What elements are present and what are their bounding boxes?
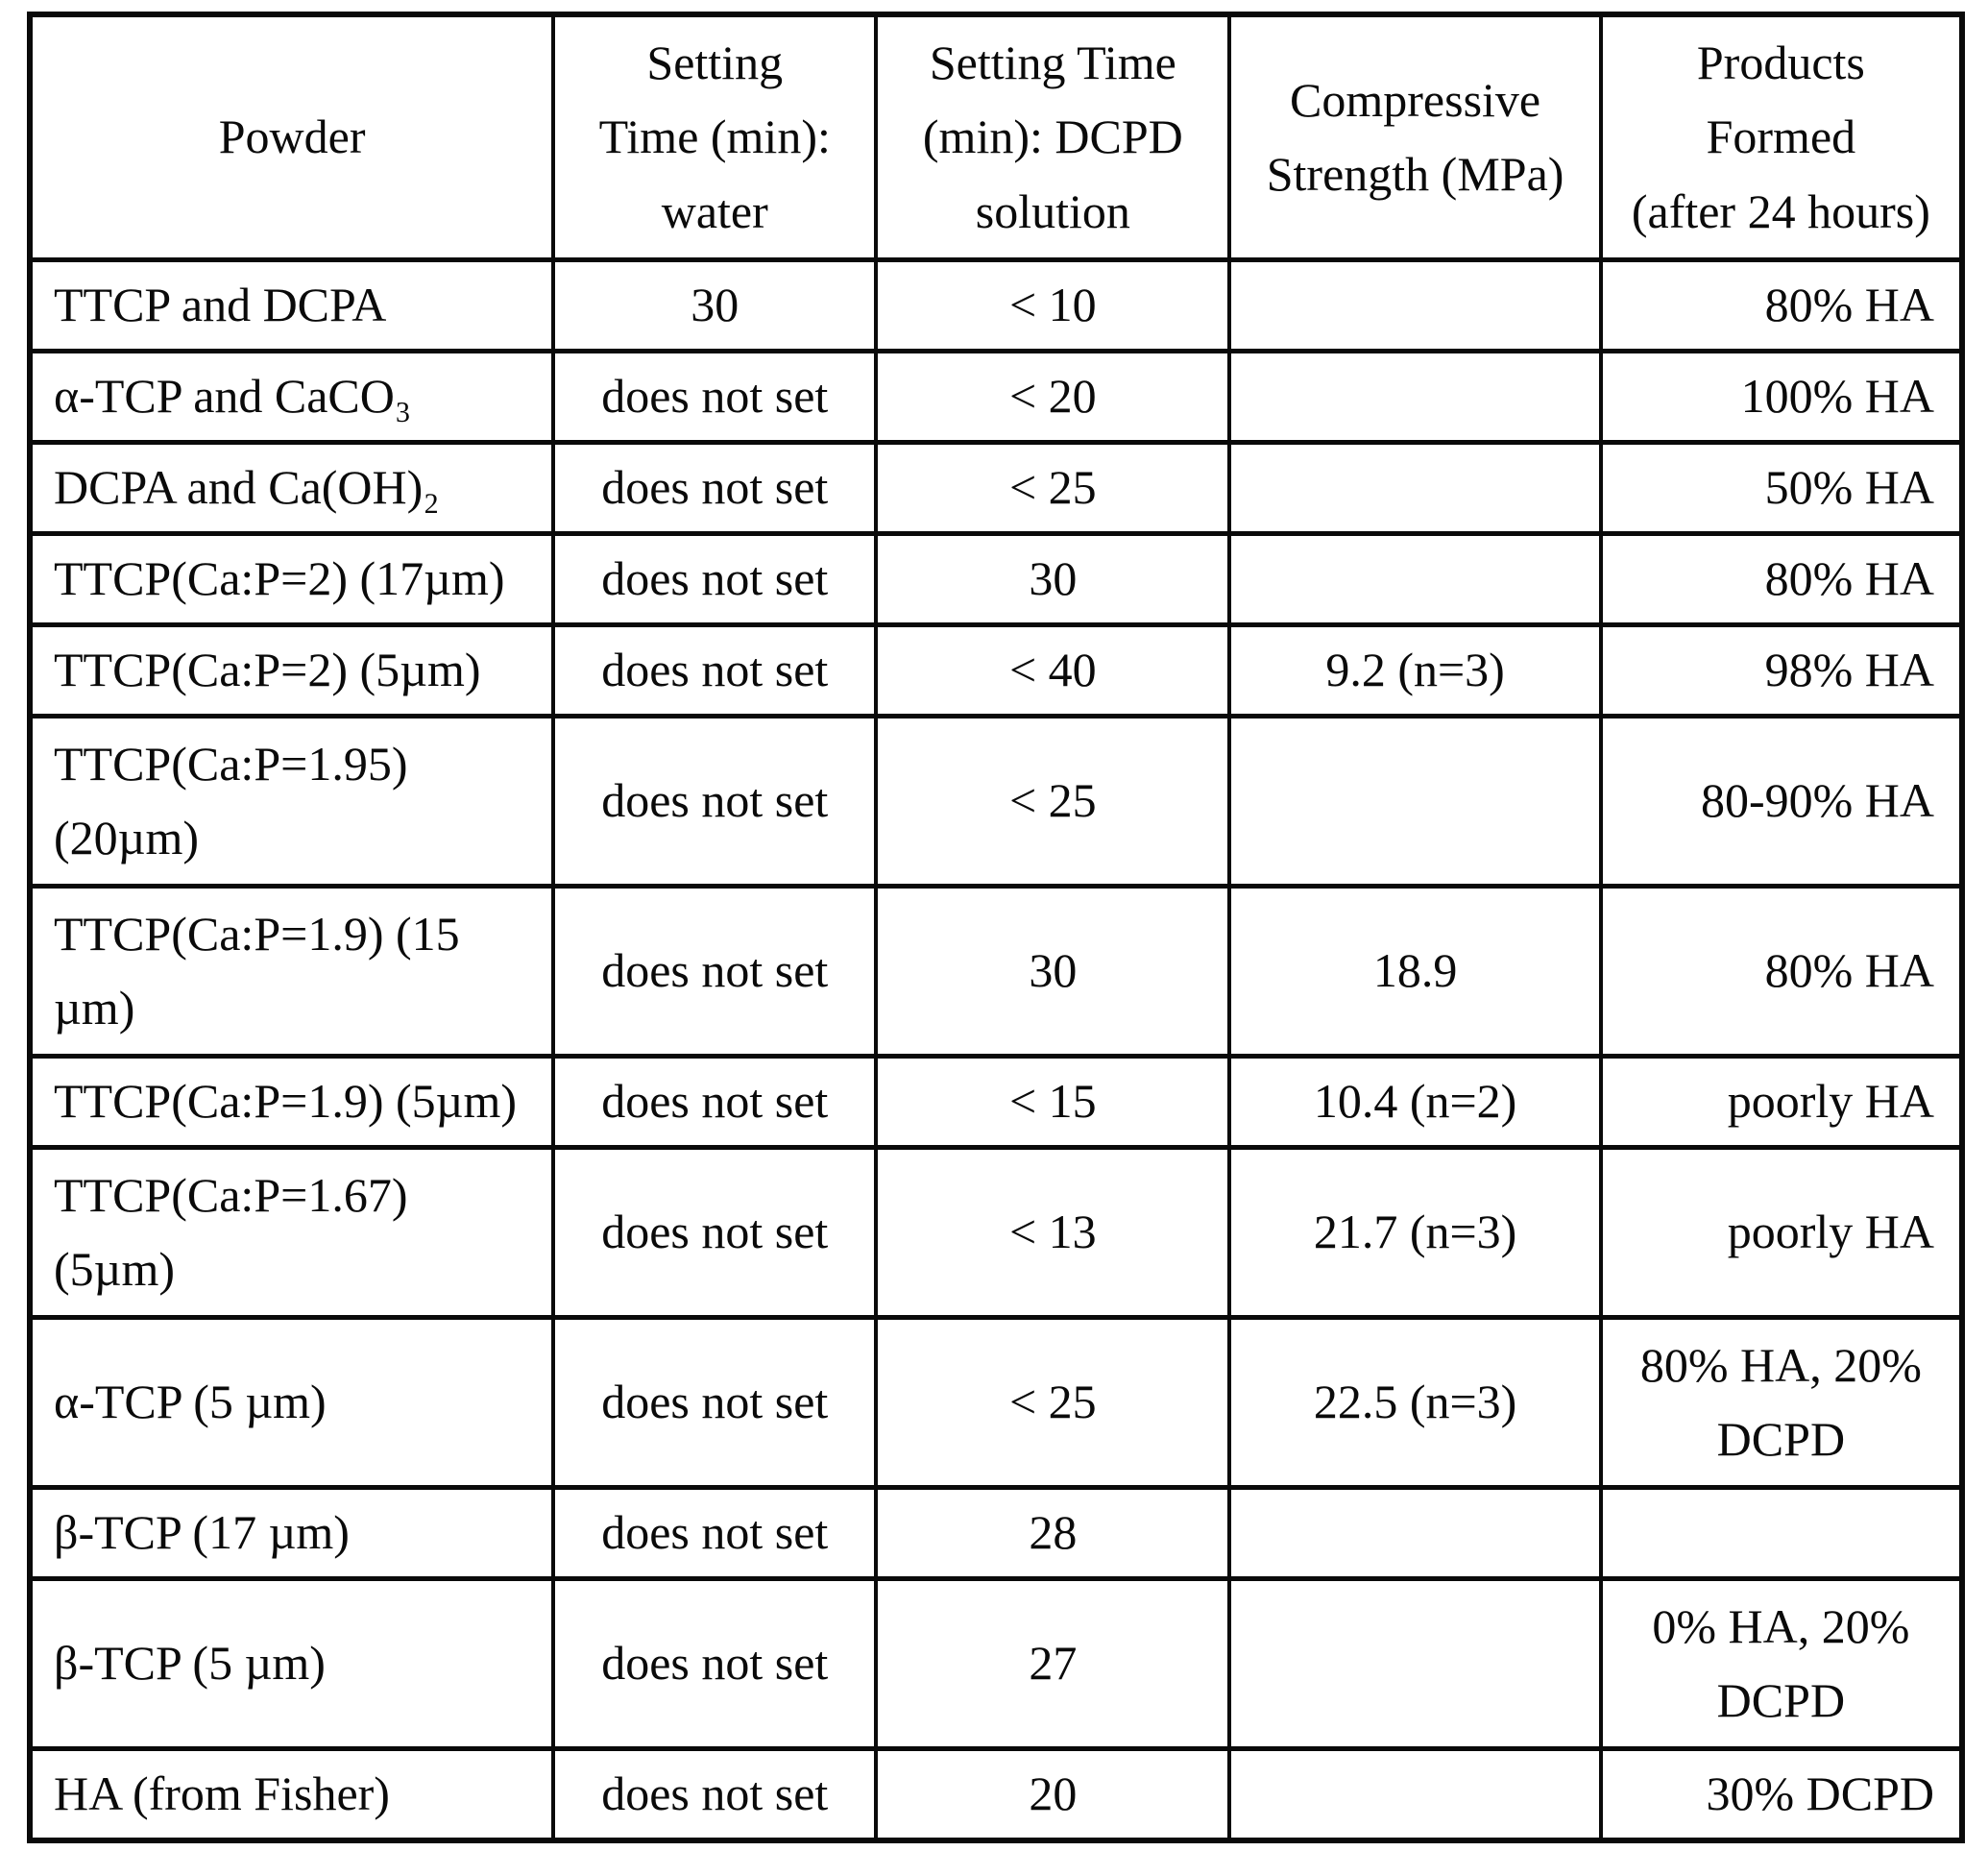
products-cell: 30% DCPD	[1598, 1746, 1965, 1843]
dcpd-cell: < 20	[874, 349, 1232, 445]
strength-cell: 10.4 (n=2)	[1227, 1054, 1603, 1150]
products-cell: poorly HA	[1598, 1145, 1965, 1320]
water-cell: does not set	[551, 440, 879, 536]
powder-cell: TTCP(Ca:P=2) (5µm)	[27, 622, 556, 718]
strength-cell	[1227, 257, 1603, 353]
table-row: TTCP and DCPA 30 < 10 80% HA	[27, 257, 1965, 353]
table-row: HA (from Fisher) does not set 20 30% DCPD	[27, 1746, 1965, 1843]
dcpd-cell: 30	[874, 531, 1232, 627]
water-cell: does not set	[551, 622, 879, 718]
products-cell	[1598, 1485, 1965, 1581]
products-cell: 100% HA	[1598, 349, 1965, 445]
products-cell: 80% HA	[1598, 884, 1965, 1059]
dcpd-cell: 20	[874, 1746, 1232, 1843]
strength-cell	[1227, 349, 1603, 445]
table-row: TTCP(Ca:P=2) (5µm) does not set < 40 9.2 (n…	[27, 622, 1965, 718]
table-header: Powder Setting Time (min): water Setting…	[27, 12, 1965, 262]
water-cell: does not set	[551, 1315, 879, 1490]
powder-cell: β-TCP (17 µm)	[27, 1485, 556, 1581]
table-row: α-TCP (5 µm) does not set < 25 22.5 (n=3) 80…	[27, 1315, 1965, 1490]
table-row: β-TCP (5 µm) does not set 27 0% HA, 20% DCP…	[27, 1576, 1965, 1751]
water-cell: does not set	[551, 349, 879, 445]
dcpd-cell: < 25	[874, 440, 1232, 536]
powder-cell: α-TCP (5 µm)	[27, 1315, 556, 1490]
cement-results-table: Powder Setting Time (min): water Setting…	[27, 12, 1965, 1843]
strength-cell	[1227, 1485, 1603, 1581]
powder-cell: TTCP(Ca:P=2) (17µm)	[27, 531, 556, 627]
powder-cell: DCPA and Ca(OH)₂	[27, 440, 556, 536]
products-cell: 80% HA	[1598, 257, 1965, 353]
water-cell: does not set	[551, 884, 879, 1059]
strength-cell	[1227, 531, 1603, 627]
dcpd-cell: < 25	[874, 1315, 1232, 1490]
table-row: DCPA and Ca(OH)₂ does not set < 25 50% HA	[27, 440, 1965, 536]
strength-cell: 18.9	[1227, 884, 1603, 1059]
powder-cell: TTCP(Ca:P=1.9) (5µm)	[27, 1054, 556, 1150]
products-cell: 0% HA, 20% DCPD	[1598, 1576, 1965, 1751]
strength-cell	[1227, 714, 1603, 889]
products-cell: 80% HA	[1598, 531, 1965, 627]
table-row: α-TCP and CaCO₃ does not set < 20 100% HA	[27, 349, 1965, 445]
dcpd-cell: < 10	[874, 257, 1232, 353]
water-cell: does not set	[551, 1746, 879, 1843]
table-row: β-TCP (17 µm) does not set 28	[27, 1485, 1965, 1581]
strength-cell	[1227, 440, 1603, 536]
powder-cell: TTCP(Ca:P=1.67) (5µm)	[27, 1145, 556, 1320]
powder-cell: α-TCP and CaCO₃	[27, 349, 556, 445]
strength-cell: 9.2 (n=3)	[1227, 622, 1603, 718]
table-body: TTCP and DCPA 30 < 10 80% HA α-TCP and CaCO₃…	[27, 257, 1965, 1843]
header-compressive-strength: Compressive Strength (MPa)	[1227, 12, 1603, 262]
header-setting-time-water: Setting Time (min): water	[551, 12, 879, 262]
header-products-formed: Products Formed (after 24 hours)	[1598, 12, 1965, 262]
powder-cell: β-TCP (5 µm)	[27, 1576, 556, 1751]
water-cell: does not set	[551, 714, 879, 889]
dcpd-cell: < 40	[874, 622, 1232, 718]
powder-cell: TTCP and DCPA	[27, 257, 556, 353]
dcpd-cell: 28	[874, 1485, 1232, 1581]
strength-cell: 22.5 (n=3)	[1227, 1315, 1603, 1490]
dcpd-cell: 27	[874, 1576, 1232, 1751]
table-row: TTCP(Ca:P=1.9) (15 µm) does not set 30 18.9…	[27, 884, 1965, 1059]
dcpd-cell: < 13	[874, 1145, 1232, 1320]
table-row: TTCP(Ca:P=1.9) (5µm) does not set < 15 10.4…	[27, 1054, 1965, 1150]
header-setting-time-dcpd: Setting Time (min): DCPD solution	[874, 12, 1232, 262]
water-cell: does not set	[551, 1485, 879, 1581]
water-cell: does not set	[551, 1054, 879, 1150]
dcpd-cell: < 15	[874, 1054, 1232, 1150]
strength-cell	[1227, 1576, 1603, 1751]
header-powder: Powder	[27, 12, 556, 262]
products-cell: poorly HA	[1598, 1054, 1965, 1150]
strength-cell: 21.7 (n=3)	[1227, 1145, 1603, 1320]
header-row: Powder Setting Time (min): water Setting…	[27, 12, 1965, 262]
dcpd-cell: < 25	[874, 714, 1232, 889]
products-cell: 50% HA	[1598, 440, 1965, 536]
powder-cell: HA (from Fisher)	[27, 1746, 556, 1843]
table-row: TTCP(Ca:P=1.67) (5µm) does not set < 13 21.…	[27, 1145, 1965, 1320]
water-cell: 30	[551, 257, 879, 353]
water-cell: does not set	[551, 1145, 879, 1320]
table-row: TTCP(Ca:P=2) (17µm) does not set 30 80% HA	[27, 531, 1965, 627]
products-cell: 80-90% HA	[1598, 714, 1965, 889]
products-cell: 80% HA, 20% DCPD	[1598, 1315, 1965, 1490]
powder-cell: TTCP(Ca:P=1.95) (20µm)	[27, 714, 556, 889]
dcpd-cell: 30	[874, 884, 1232, 1059]
strength-cell	[1227, 1746, 1603, 1843]
water-cell: does not set	[551, 531, 879, 627]
products-cell: 98% HA	[1598, 622, 1965, 718]
powder-cell: TTCP(Ca:P=1.9) (15 µm)	[27, 884, 556, 1059]
water-cell: does not set	[551, 1576, 879, 1751]
table-row: TTCP(Ca:P=1.95) (20µm) does not set < 25 80…	[27, 714, 1965, 889]
